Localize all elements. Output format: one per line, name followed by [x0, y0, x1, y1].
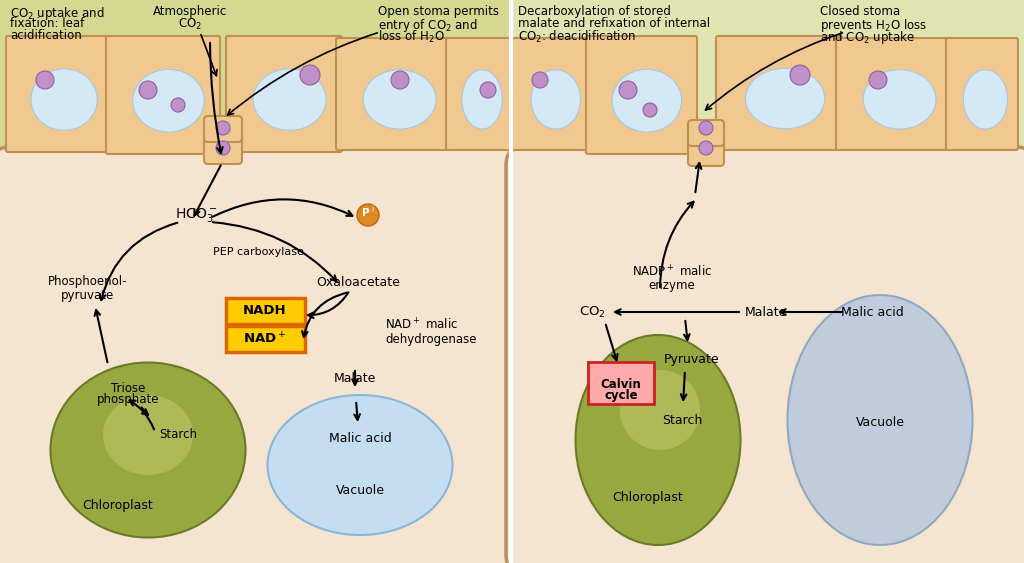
Circle shape	[216, 141, 230, 155]
Text: enzyme: enzyme	[648, 279, 695, 292]
FancyBboxPatch shape	[586, 36, 697, 154]
Bar	[514, 0, 1024, 155]
Ellipse shape	[462, 70, 502, 129]
Text: CO$_2$: CO$_2$	[178, 17, 202, 32]
Ellipse shape	[253, 69, 326, 131]
Text: loss of H$_2$O: loss of H$_2$O	[378, 29, 444, 45]
Ellipse shape	[267, 395, 453, 535]
Text: P: P	[362, 208, 370, 218]
Text: Phosphoenol-: Phosphoenol-	[48, 275, 128, 288]
Circle shape	[300, 65, 319, 85]
FancyBboxPatch shape	[336, 38, 452, 150]
Text: Decarboxylation of stored: Decarboxylation of stored	[518, 5, 671, 18]
Circle shape	[36, 71, 54, 89]
Text: pyruvate: pyruvate	[61, 288, 115, 302]
Text: Calvin: Calvin	[601, 378, 641, 391]
Circle shape	[643, 103, 657, 117]
Circle shape	[171, 98, 185, 112]
Text: Malate: Malate	[745, 306, 787, 319]
Circle shape	[618, 81, 637, 99]
FancyBboxPatch shape	[512, 38, 592, 150]
Text: PEP carboxylase: PEP carboxylase	[213, 247, 303, 257]
Ellipse shape	[31, 69, 97, 131]
Text: dehydrogenase: dehydrogenase	[385, 333, 476, 346]
Text: Atmospheric: Atmospheric	[153, 5, 227, 18]
Text: phosphate: phosphate	[96, 394, 160, 406]
Text: acidification: acidification	[10, 29, 82, 42]
Ellipse shape	[620, 370, 700, 450]
FancyBboxPatch shape	[226, 326, 305, 352]
Circle shape	[699, 141, 713, 155]
Ellipse shape	[612, 69, 682, 132]
Text: Malate: Malate	[334, 372, 376, 385]
Circle shape	[391, 71, 409, 89]
Bar	[0, 0, 510, 155]
Text: HCO$_3^-$: HCO$_3^-$	[175, 206, 217, 224]
FancyBboxPatch shape	[716, 36, 842, 150]
FancyBboxPatch shape	[6, 36, 112, 152]
Text: Chloroplast: Chloroplast	[612, 491, 683, 504]
Text: NADH: NADH	[243, 305, 287, 318]
Text: Oxaloacetate: Oxaloacetate	[316, 275, 400, 288]
Circle shape	[480, 82, 496, 98]
FancyBboxPatch shape	[836, 38, 952, 150]
Ellipse shape	[531, 70, 581, 129]
FancyBboxPatch shape	[588, 362, 654, 404]
Text: entry of CO$_2$ and: entry of CO$_2$ and	[378, 17, 478, 34]
FancyBboxPatch shape	[946, 38, 1018, 150]
FancyBboxPatch shape	[446, 38, 512, 150]
Text: Chloroplast: Chloroplast	[83, 498, 154, 512]
Text: Triose: Triose	[111, 382, 145, 395]
Text: Vacuole: Vacuole	[336, 484, 384, 497]
Text: prevents H$_2$O loss: prevents H$_2$O loss	[820, 17, 927, 34]
FancyBboxPatch shape	[226, 36, 342, 152]
Text: Starch: Starch	[159, 428, 197, 441]
FancyBboxPatch shape	[204, 134, 242, 164]
FancyBboxPatch shape	[106, 36, 220, 154]
Text: NAD$^+$: NAD$^+$	[244, 332, 287, 347]
Text: Open stoma permits: Open stoma permits	[378, 5, 499, 18]
Circle shape	[699, 121, 713, 135]
FancyBboxPatch shape	[204, 116, 242, 142]
Text: CO$_2$ uptake and: CO$_2$ uptake and	[10, 5, 104, 22]
Ellipse shape	[103, 395, 193, 475]
Ellipse shape	[787, 295, 973, 545]
Ellipse shape	[745, 68, 824, 129]
FancyBboxPatch shape	[0, 147, 520, 563]
Text: Starch: Starch	[662, 413, 702, 427]
Circle shape	[790, 65, 810, 85]
Text: Malic acid: Malic acid	[841, 306, 903, 319]
Ellipse shape	[133, 69, 204, 132]
Text: cycle: cycle	[604, 390, 638, 403]
Text: fixation: leaf: fixation: leaf	[10, 17, 84, 30]
Circle shape	[532, 72, 548, 88]
Text: Vacuole: Vacuole	[855, 415, 904, 428]
Text: NAD$^+$ malic: NAD$^+$ malic	[385, 318, 458, 333]
Text: CO$_2$: deacidification: CO$_2$: deacidification	[518, 29, 636, 45]
FancyBboxPatch shape	[506, 147, 1024, 563]
FancyBboxPatch shape	[226, 298, 305, 324]
Text: Malic acid: Malic acid	[329, 431, 391, 445]
Text: Closed stoma: Closed stoma	[820, 5, 900, 18]
Circle shape	[357, 204, 379, 226]
Circle shape	[216, 121, 230, 135]
Ellipse shape	[863, 70, 936, 129]
Circle shape	[869, 71, 887, 89]
Text: Pyruvate: Pyruvate	[665, 354, 720, 367]
Ellipse shape	[964, 70, 1008, 129]
FancyBboxPatch shape	[688, 138, 724, 166]
Ellipse shape	[50, 363, 246, 538]
Text: CO$_2$: CO$_2$	[579, 305, 605, 320]
Text: NADP$^+$ malic: NADP$^+$ malic	[632, 265, 712, 280]
Ellipse shape	[364, 70, 436, 129]
Circle shape	[139, 81, 157, 99]
Text: i: i	[371, 205, 373, 215]
FancyBboxPatch shape	[688, 120, 724, 146]
Text: and CO$_2$ uptake: and CO$_2$ uptake	[820, 29, 914, 46]
Text: malate and refixation of internal: malate and refixation of internal	[518, 17, 710, 30]
Ellipse shape	[575, 335, 740, 545]
